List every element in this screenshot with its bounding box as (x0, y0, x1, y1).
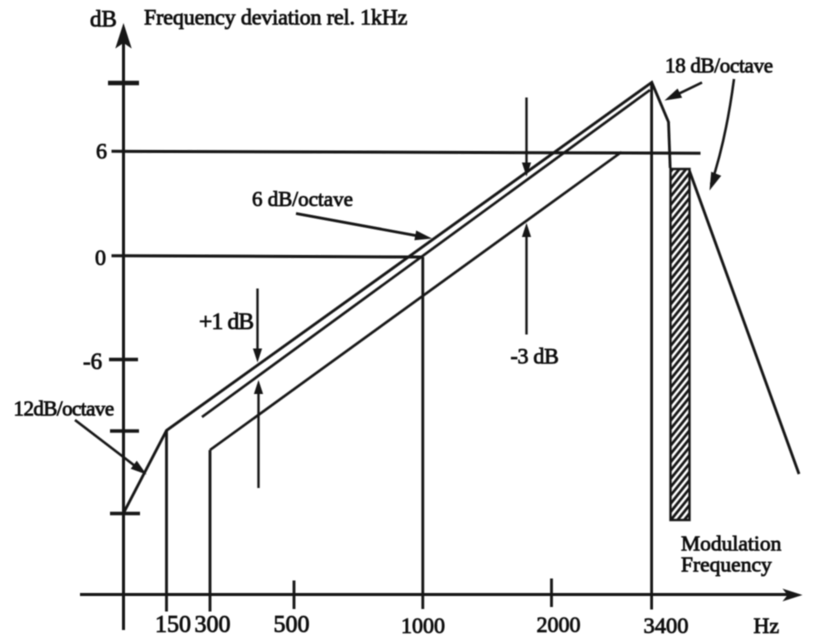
svg-text:Frequency deviation rel. 1kHz: Frequency deviation rel. 1kHz (144, 5, 408, 30)
svg-text:6 dB/octave: 6 dB/octave (252, 187, 353, 211)
svg-text:500: 500 (274, 612, 310, 638)
svg-text:+1 dB: +1 dB (199, 309, 253, 335)
svg-text:-3 dB: -3 dB (511, 344, 559, 369)
svg-text:6: 6 (96, 139, 107, 164)
svg-text:1000: 1000 (401, 613, 445, 638)
svg-text:-6: -6 (83, 349, 102, 374)
svg-text:3400: 3400 (644, 613, 689, 638)
svg-text:12dB/octave: 12dB/octave (14, 397, 114, 421)
svg-text:2000: 2000 (537, 612, 581, 637)
svg-text:Hz: Hz (754, 613, 780, 638)
svg-text:Modulation: Modulation (681, 532, 782, 556)
svg-text:0: 0 (95, 245, 106, 270)
svg-text:Frequency: Frequency (681, 553, 772, 577)
svg-text:150: 150 (155, 612, 191, 638)
svg-text:18 dB/octave: 18 dB/octave (665, 54, 773, 78)
svg-text:dB: dB (90, 7, 117, 32)
svg-text:300: 300 (195, 612, 231, 638)
